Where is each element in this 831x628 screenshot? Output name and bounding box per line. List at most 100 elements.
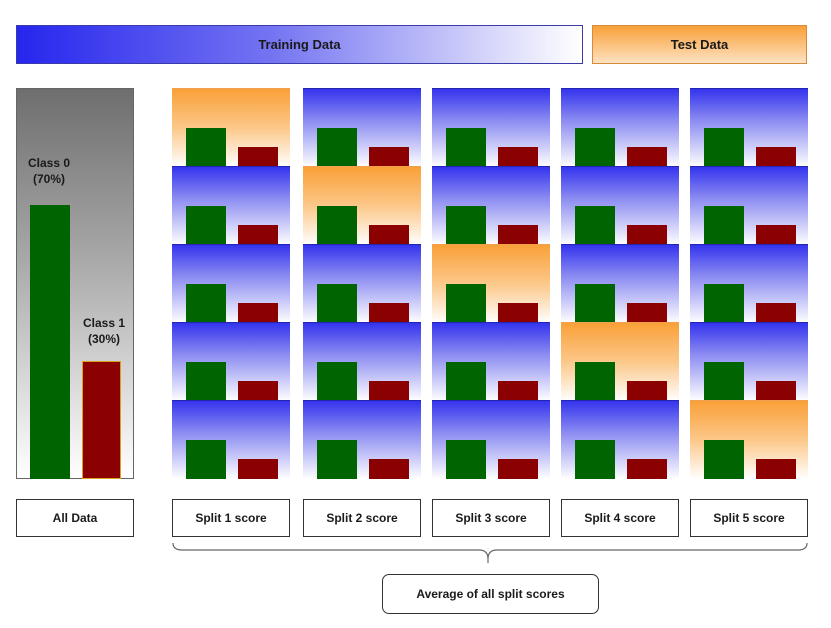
class-0-mini-bar [704, 362, 744, 401]
train-fold-5 [303, 400, 421, 479]
class-0-mini-bar [575, 440, 615, 479]
class-1-mini-bar [498, 225, 538, 245]
class-1-mini-bar [756, 147, 796, 167]
class-0-mini-bar [317, 362, 357, 401]
class-1-mini-bar [756, 381, 796, 401]
split-column-3 [432, 88, 550, 479]
test-data-banner: Test Data [592, 25, 807, 64]
training-data-label: Training Data [258, 37, 341, 52]
class-0-mini-bar [317, 128, 357, 167]
class-1-mini-bar [498, 147, 538, 167]
split-score-label: Split 2 score [326, 511, 398, 525]
class-0-mini-bar [575, 206, 615, 245]
train-fold-4 [172, 322, 290, 401]
class-1-mini-bar [238, 225, 278, 245]
class-0-mini-bar [186, 128, 226, 167]
average-score-box: Average of all split scores [382, 574, 599, 614]
class-1-mini-bar [756, 459, 796, 479]
class-1-mini-bar [369, 459, 409, 479]
class-1-mini-bar [238, 147, 278, 167]
class-1-mini-bar [369, 225, 409, 245]
test-fold-4 [561, 322, 679, 401]
train-fold-1 [303, 88, 421, 167]
training-data-banner: Training Data [16, 25, 583, 64]
class-0-mini-bar [317, 206, 357, 245]
class-0-mini-bar [575, 362, 615, 401]
brace-icon [172, 542, 808, 563]
train-fold-4 [690, 322, 808, 401]
class-0-mini-bar [704, 440, 744, 479]
class-0-mini-bar [446, 362, 486, 401]
class-0-mini-bar [186, 206, 226, 245]
split-column-2 [303, 88, 421, 479]
train-fold-2 [690, 166, 808, 245]
class-0-mini-bar [446, 284, 486, 323]
class-0-mini-bar [317, 440, 357, 479]
train-fold-2 [561, 166, 679, 245]
train-fold-3 [561, 244, 679, 323]
split-score-label: Split 3 score [455, 511, 527, 525]
split-3-score-box: Split 3 score [432, 499, 550, 537]
all-data-box: All Data [16, 499, 134, 537]
split-score-label: Split 4 score [584, 511, 656, 525]
class-1-mini-bar [627, 381, 667, 401]
class-1-mini-bar [238, 459, 278, 479]
class-1-mini-bar [238, 303, 278, 323]
class-1-percent: (30%) [87, 332, 120, 346]
train-fold-4 [432, 322, 550, 401]
train-fold-3 [303, 244, 421, 323]
split-5-score-box: Split 5 score [690, 499, 808, 537]
class-1-mini-bar [498, 459, 538, 479]
class-1-name: Class 1 [82, 316, 126, 330]
class-1-mini-bar [627, 147, 667, 167]
class-1-mini-bar [756, 303, 796, 323]
class-1-mini-bar [498, 381, 538, 401]
split-2-score-box: Split 2 score [303, 499, 421, 537]
class-0-mini-bar [446, 128, 486, 167]
class-0-mini-bar [446, 440, 486, 479]
class-0-name: Class 0 [27, 156, 71, 170]
class-1-mini-bar [369, 303, 409, 323]
class-0-percent: (70%) [32, 172, 65, 186]
test-fold-1 [172, 88, 290, 167]
test-fold-3 [432, 244, 550, 323]
class-0-mini-bar [446, 206, 486, 245]
class-1-bar [82, 361, 121, 479]
class-0-mini-bar [186, 284, 226, 323]
test-fold-2 [303, 166, 421, 245]
class-0-mini-bar [186, 440, 226, 479]
class-1-mini-bar [627, 303, 667, 323]
train-fold-5 [172, 400, 290, 479]
class-1-mini-bar [369, 381, 409, 401]
average-score-label: Average of all split scores [416, 587, 565, 601]
split-score-label: Split 5 score [713, 511, 785, 525]
train-fold-2 [432, 166, 550, 245]
class-1-mini-bar [238, 381, 278, 401]
split-1-score-box: Split 1 score [172, 499, 290, 537]
class-1-mini-bar [627, 459, 667, 479]
test-data-label: Test Data [670, 37, 729, 52]
split-column-1 [172, 88, 290, 479]
class-0-mini-bar [575, 128, 615, 167]
class-0-mini-bar [317, 284, 357, 323]
all-data-label: All Data [52, 511, 98, 525]
class-1-mini-bar [756, 225, 796, 245]
class-0-mini-bar [704, 284, 744, 323]
train-fold-3 [172, 244, 290, 323]
train-fold-3 [690, 244, 808, 323]
train-fold-5 [561, 400, 679, 479]
train-fold-1 [432, 88, 550, 167]
class-0-bar [30, 205, 70, 479]
train-fold-1 [561, 88, 679, 167]
class-1-mini-bar [627, 225, 667, 245]
class-0-label: Class 0 (70%) [24, 155, 74, 187]
train-fold-1 [690, 88, 808, 167]
split-column-4 [561, 88, 679, 479]
class-0-mini-bar [704, 206, 744, 245]
train-fold-4 [303, 322, 421, 401]
split-score-label: Split 1 score [195, 511, 267, 525]
class-0-mini-bar [575, 284, 615, 323]
train-fold-5 [432, 400, 550, 479]
test-fold-5 [690, 400, 808, 479]
class-1-mini-bar [498, 303, 538, 323]
